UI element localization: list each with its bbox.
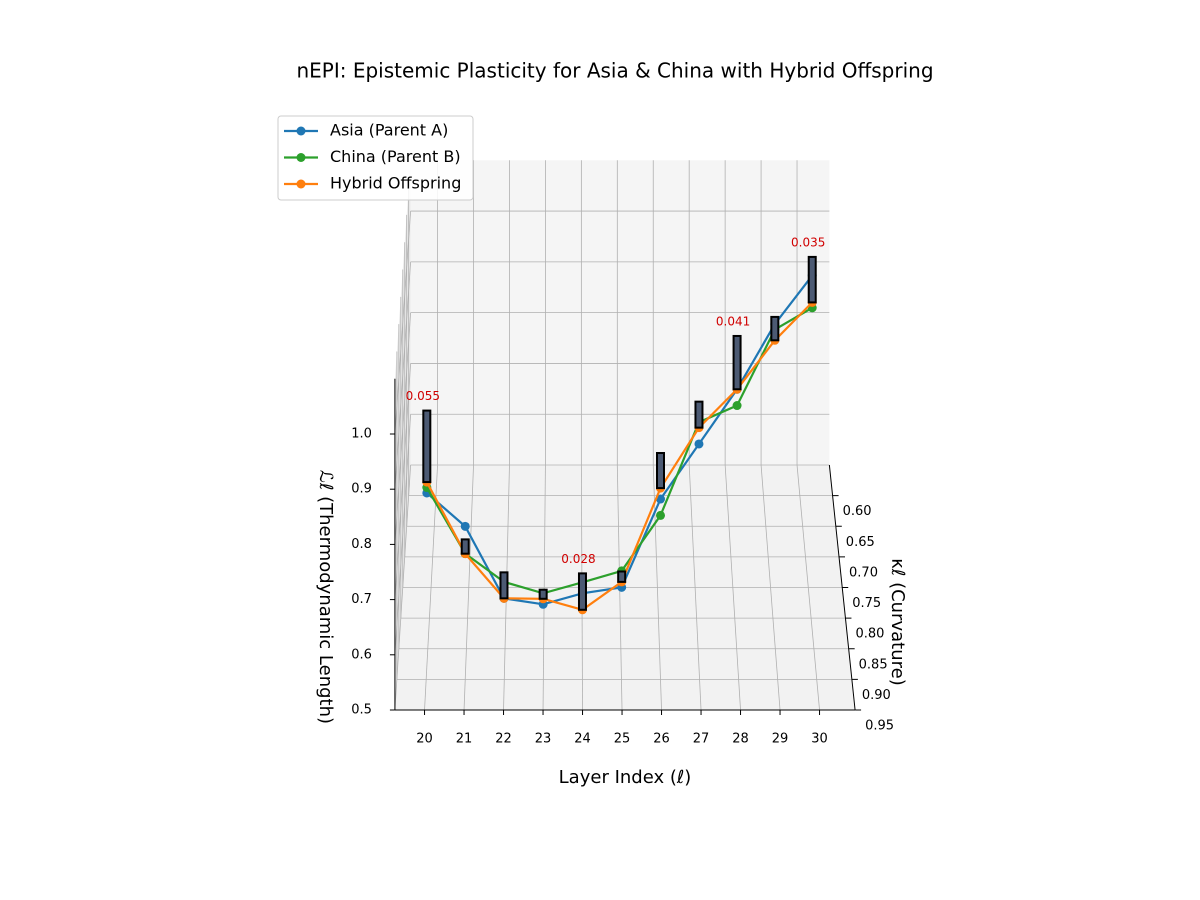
y-tick-label: 0.70 xyxy=(849,565,878,580)
plasticity-bar xyxy=(538,588,548,600)
plasticity-bar xyxy=(577,572,587,611)
x-tick-label: 22 xyxy=(495,732,512,747)
z-tick-label: 0.8 xyxy=(351,537,372,552)
x-tick-label: 21 xyxy=(456,732,473,747)
grid-line xyxy=(394,464,412,711)
y-tick-label: 0.60 xyxy=(843,504,872,519)
plasticity-bar xyxy=(694,400,704,429)
x-tick-label: 25 xyxy=(614,732,631,747)
grid-line xyxy=(394,363,412,600)
legend-box xyxy=(277,115,474,201)
plasticity-bar xyxy=(732,334,742,391)
y-tick-label: 0.85 xyxy=(859,657,888,672)
y-axis-label: κℓ (Curvature) xyxy=(887,558,908,685)
grid-line xyxy=(394,261,412,490)
chart-title: nEPI: Epistemic Plasticity for Asia & Ch… xyxy=(296,59,933,83)
z-tick-label: 0.5 xyxy=(351,703,372,718)
plasticity-bar xyxy=(460,538,470,555)
y-tick-label: 0.95 xyxy=(865,719,894,734)
grid-line xyxy=(394,414,412,655)
x-tick-label: 28 xyxy=(732,732,749,747)
x-axis-label: Layer Index (ℓ) xyxy=(559,767,692,788)
y-tick-label: 0.65 xyxy=(846,535,875,550)
plasticity-bar xyxy=(770,315,780,342)
x-tick-label: 27 xyxy=(693,732,710,747)
grid-line xyxy=(394,211,412,435)
grid-line xyxy=(394,312,412,545)
legend-marker xyxy=(296,153,306,162)
x-tick-label: 26 xyxy=(653,732,670,747)
data-point xyxy=(460,521,470,531)
plasticity-bar xyxy=(617,570,627,583)
z-tick-label: 0.9 xyxy=(351,482,372,497)
legend-label: Asia (Parent A) xyxy=(330,121,448,140)
legend-label: China (Parent B) xyxy=(330,147,461,166)
x-tick-label: 30 xyxy=(811,732,828,747)
data-point xyxy=(732,401,742,411)
x-tick-label: 23 xyxy=(535,732,552,747)
legend-marker xyxy=(296,179,306,189)
y-tick-label: 0.75 xyxy=(852,596,881,611)
legend-marker xyxy=(296,126,306,136)
z-tick-label: 1.0 xyxy=(351,427,372,442)
plasticity-bar xyxy=(656,452,666,490)
data-point xyxy=(656,510,666,520)
plasticity-bar xyxy=(422,409,432,484)
y-axis-line xyxy=(828,464,856,711)
plasticity-bar xyxy=(807,255,817,304)
z-axis-label: ℒℓ (Thermodynamic Length) xyxy=(315,470,336,724)
data-point xyxy=(656,494,666,504)
z-tick-label: 0.7 xyxy=(351,592,372,607)
x-tick-label: 20 xyxy=(416,732,433,747)
legend-label: Hybrid Offspring xyxy=(330,174,461,193)
plasticity-label: 0.028 xyxy=(561,552,595,566)
x-tick-label: 24 xyxy=(574,732,591,747)
plasticity-label: 0.055 xyxy=(406,389,440,403)
data-point xyxy=(694,439,704,449)
y-tick-label: 0.80 xyxy=(855,627,884,642)
z-tick-label: 0.6 xyxy=(351,647,372,662)
plasticity-bar xyxy=(499,571,509,600)
x-tick-label: 29 xyxy=(772,732,789,747)
plasticity-label: 0.041 xyxy=(716,314,750,328)
y-tick-label: 0.90 xyxy=(862,688,891,703)
plasticity-label: 0.035 xyxy=(791,235,825,249)
